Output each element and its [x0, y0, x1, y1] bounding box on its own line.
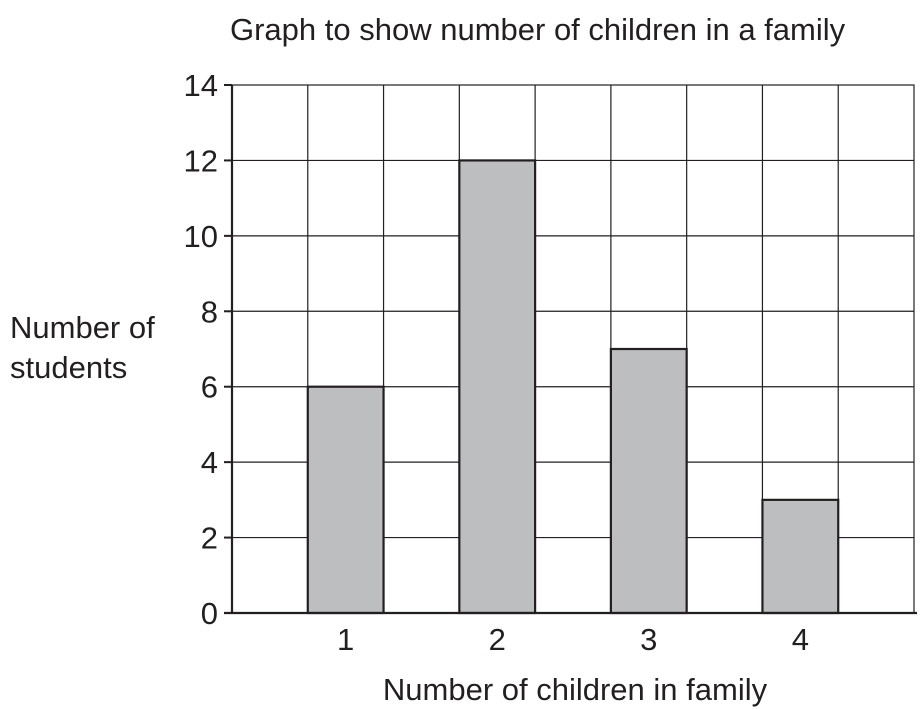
y-tick-label: 14 — [184, 68, 218, 103]
x-tick-label: 3 — [640, 622, 657, 657]
x-tick-label: 4 — [792, 622, 809, 657]
chart-title: Graph to show number of children in a fa… — [230, 12, 846, 47]
bar — [458, 159, 537, 615]
y-tick-label: 12 — [184, 143, 218, 178]
y-tick-label: 0 — [201, 596, 218, 631]
y-tick-label: 4 — [201, 445, 218, 480]
y-tick-label: 2 — [201, 521, 218, 556]
x-tick-label: 1 — [337, 622, 354, 657]
x-tick-label: 2 — [489, 622, 506, 657]
bar — [609, 347, 688, 615]
bar — [761, 498, 840, 615]
y-axis-label: Number of students — [10, 310, 155, 385]
y-tick-label: 6 — [201, 370, 218, 405]
y-tick-label: 10 — [184, 219, 218, 254]
bar — [306, 385, 385, 615]
x-axis-label: Number of children in family — [382, 672, 768, 707]
y-tick-label: 8 — [201, 294, 218, 329]
